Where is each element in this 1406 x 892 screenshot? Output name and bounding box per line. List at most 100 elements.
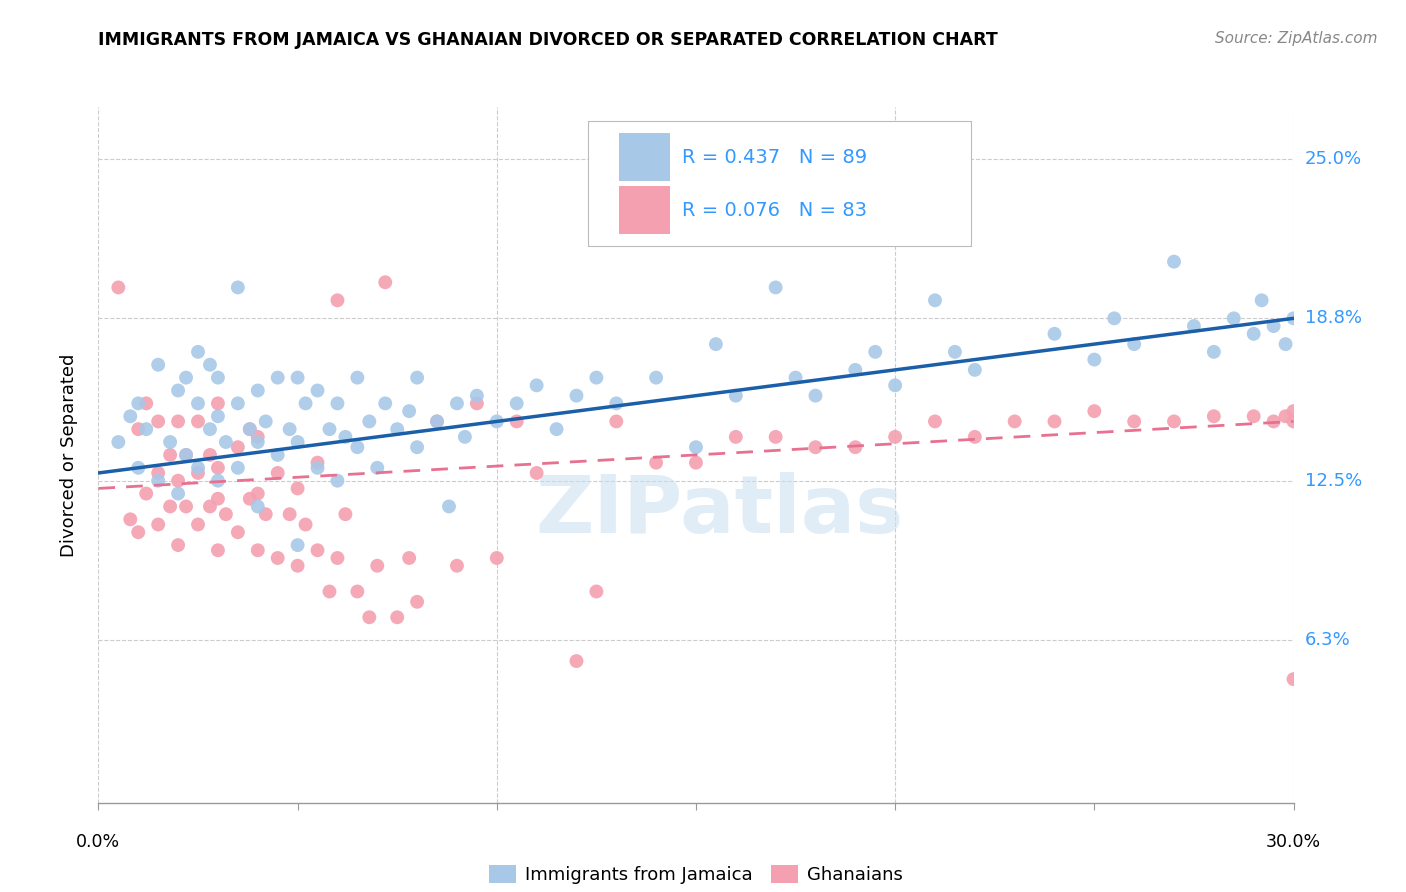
Point xyxy=(120,409,142,424)
Point xyxy=(724,430,747,444)
Point xyxy=(246,435,269,450)
Point xyxy=(465,389,488,403)
Point xyxy=(287,558,309,573)
Point xyxy=(326,474,349,488)
Point xyxy=(246,430,269,444)
Point xyxy=(174,448,197,462)
Point xyxy=(844,440,866,454)
Point xyxy=(207,396,229,410)
Point xyxy=(167,414,190,428)
Point xyxy=(963,363,986,377)
Point xyxy=(107,435,129,450)
Point xyxy=(148,414,170,428)
Point xyxy=(963,430,986,444)
Point xyxy=(127,525,149,540)
Point xyxy=(685,456,707,470)
Point xyxy=(398,404,420,418)
Point xyxy=(135,422,157,436)
Point xyxy=(148,466,170,480)
Point xyxy=(187,460,209,475)
Point xyxy=(565,389,588,403)
Point xyxy=(174,370,197,384)
Point xyxy=(605,414,627,428)
Point xyxy=(446,558,468,573)
Point xyxy=(207,474,229,488)
Point xyxy=(1083,352,1105,367)
Point xyxy=(174,448,197,462)
Point xyxy=(1163,254,1185,268)
Point xyxy=(207,460,229,475)
Point xyxy=(246,500,269,514)
Point xyxy=(167,538,190,552)
Point xyxy=(585,370,607,384)
Point xyxy=(1243,326,1265,341)
Point xyxy=(267,466,290,480)
Point xyxy=(307,460,329,475)
Point xyxy=(246,486,269,500)
Point xyxy=(884,430,907,444)
Point xyxy=(226,280,249,294)
FancyBboxPatch shape xyxy=(588,121,970,246)
Point xyxy=(704,337,727,351)
Point xyxy=(198,422,221,436)
Text: Source: ZipAtlas.com: Source: ZipAtlas.com xyxy=(1215,31,1378,46)
Point xyxy=(307,543,329,558)
Point xyxy=(1282,311,1305,326)
Point xyxy=(385,610,409,624)
Point xyxy=(346,584,368,599)
Point xyxy=(207,543,229,558)
Point xyxy=(287,435,309,450)
Point xyxy=(239,422,262,436)
Point xyxy=(1083,404,1105,418)
Point xyxy=(318,584,340,599)
Point xyxy=(187,344,209,359)
Point xyxy=(307,384,329,398)
Text: 18.8%: 18.8% xyxy=(1305,310,1361,327)
Point xyxy=(485,551,508,566)
Point xyxy=(135,396,157,410)
Point xyxy=(307,456,329,470)
Text: 0.0%: 0.0% xyxy=(76,833,121,851)
Point xyxy=(406,370,429,384)
Point xyxy=(148,358,170,372)
Point xyxy=(605,396,627,410)
Point xyxy=(120,512,142,526)
Point xyxy=(437,500,460,514)
Point xyxy=(287,538,309,552)
Point xyxy=(187,396,209,410)
Point xyxy=(1222,311,1246,326)
Point xyxy=(239,491,262,506)
Point xyxy=(406,440,429,454)
Point xyxy=(374,396,396,410)
Point xyxy=(135,486,157,500)
Point xyxy=(278,507,301,521)
Point xyxy=(1123,414,1146,428)
Point xyxy=(645,456,668,470)
Point xyxy=(174,500,197,514)
Point xyxy=(785,370,807,384)
Point xyxy=(159,500,181,514)
Point xyxy=(254,414,277,428)
Y-axis label: Divorced or Separated: Divorced or Separated xyxy=(59,353,77,557)
Point xyxy=(226,396,249,410)
Point xyxy=(1274,409,1296,424)
Point xyxy=(107,280,129,294)
Point xyxy=(148,474,170,488)
Point xyxy=(1102,311,1125,326)
Point xyxy=(267,551,290,566)
Point xyxy=(1243,409,1265,424)
Point xyxy=(366,558,388,573)
Point xyxy=(1202,409,1225,424)
Text: ZIPatlas: ZIPatlas xyxy=(536,472,904,549)
Point xyxy=(359,414,381,428)
Point xyxy=(454,430,477,444)
Point xyxy=(1043,326,1066,341)
Point xyxy=(346,370,368,384)
Point xyxy=(724,389,747,403)
Point xyxy=(526,378,548,392)
Point xyxy=(1004,414,1026,428)
Point xyxy=(506,414,529,428)
Point xyxy=(1250,293,1272,308)
Point xyxy=(335,430,357,444)
Point xyxy=(1182,319,1205,334)
